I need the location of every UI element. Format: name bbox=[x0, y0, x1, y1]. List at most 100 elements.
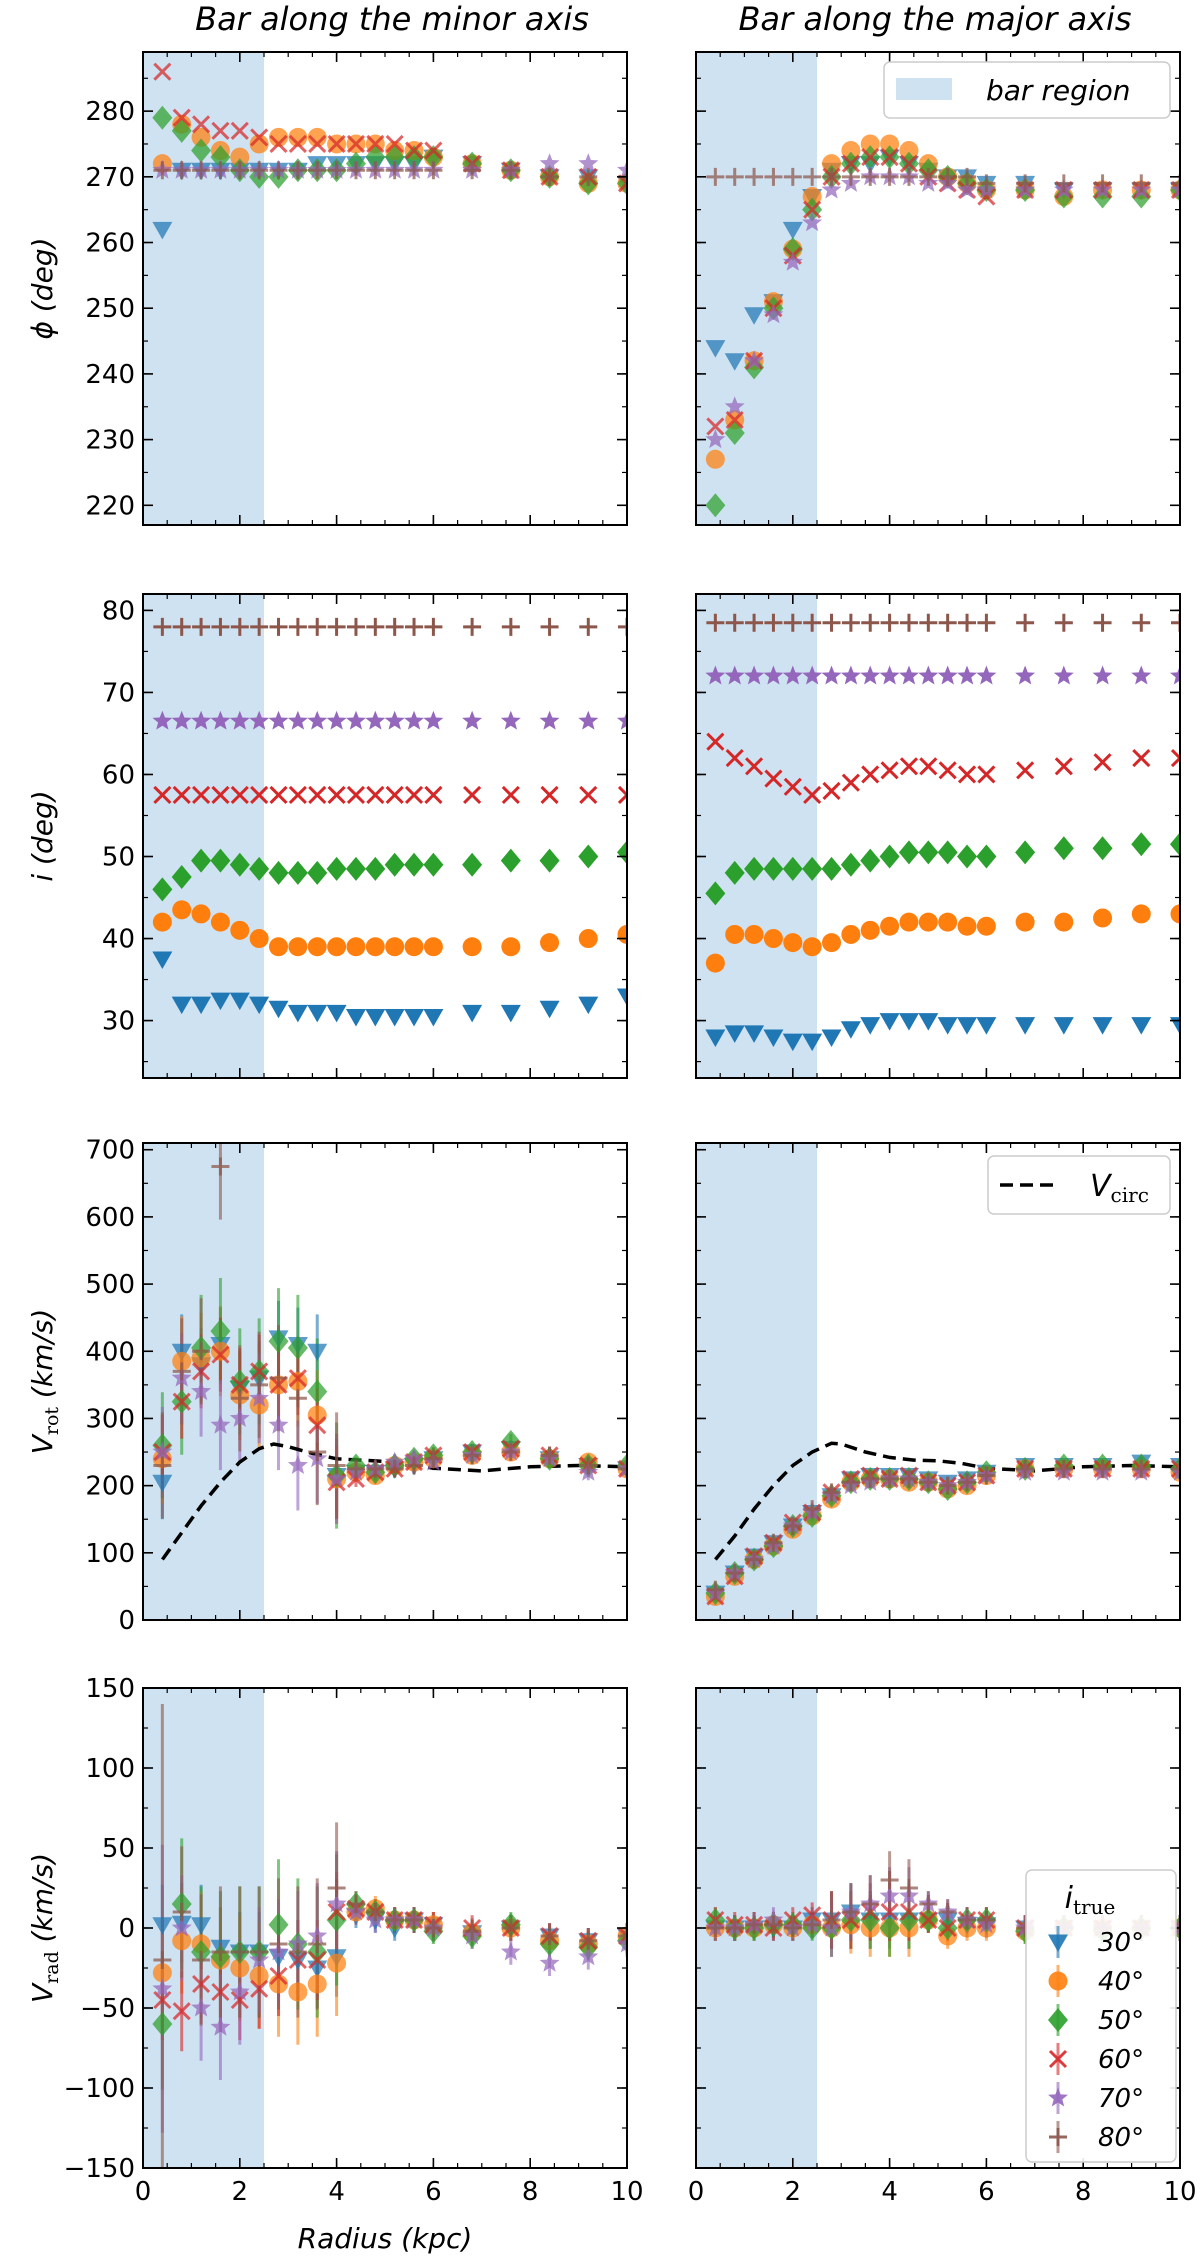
point-80deg bbox=[1054, 1459, 1073, 1478]
point-30deg bbox=[782, 1033, 803, 1052]
point-50deg bbox=[423, 852, 444, 877]
point-80deg bbox=[822, 167, 841, 186]
point-60deg bbox=[1170, 749, 1180, 768]
point-70deg bbox=[539, 710, 560, 730]
x-tick-label: 0 bbox=[688, 2177, 705, 2207]
y-tick-label: 0 bbox=[118, 1606, 135, 1636]
point-40deg bbox=[288, 127, 308, 147]
point-70deg bbox=[326, 1893, 347, 1913]
point-60deg bbox=[957, 765, 977, 784]
point-80deg bbox=[706, 1580, 725, 1599]
point-40deg bbox=[822, 933, 842, 953]
point-40deg bbox=[880, 134, 900, 154]
point-60deg bbox=[230, 785, 249, 805]
point-70deg bbox=[326, 1468, 347, 1488]
point-50deg bbox=[500, 848, 521, 873]
point-40deg bbox=[307, 1405, 327, 1425]
y-tick-label: 220 bbox=[85, 491, 135, 521]
point-70deg bbox=[879, 1885, 900, 1905]
point-60deg bbox=[230, 1375, 249, 1394]
point-60deg bbox=[1093, 753, 1112, 772]
legend-bar-region-label: bar region bbox=[986, 74, 1131, 107]
point-60deg bbox=[404, 785, 424, 805]
point-40deg bbox=[230, 920, 250, 940]
point-50deg bbox=[1053, 836, 1074, 861]
point-70deg bbox=[152, 1978, 173, 1998]
point-30deg bbox=[152, 1917, 173, 1935]
point-80deg bbox=[308, 1443, 327, 1462]
point-80deg bbox=[1132, 613, 1151, 632]
point-80deg bbox=[540, 1927, 559, 1945]
point-30deg bbox=[307, 1343, 328, 1362]
point-80deg bbox=[745, 1550, 764, 1569]
point-80deg bbox=[230, 161, 249, 180]
point-50deg bbox=[268, 860, 289, 885]
point-80deg bbox=[501, 161, 520, 180]
point-30deg bbox=[821, 1029, 842, 1047]
point-70deg bbox=[249, 1387, 270, 1407]
point-30deg bbox=[384, 1008, 405, 1027]
point-80deg bbox=[1093, 174, 1112, 193]
point-80deg bbox=[706, 1919, 725, 1937]
point-70deg bbox=[1015, 665, 1036, 685]
point-60deg bbox=[192, 1974, 211, 1994]
point-80deg bbox=[250, 617, 269, 636]
point-60deg bbox=[385, 785, 404, 805]
point-80deg bbox=[346, 1895, 365, 1913]
point-30deg bbox=[937, 1017, 958, 1035]
point-70deg bbox=[802, 665, 823, 685]
point-40deg bbox=[1093, 908, 1113, 928]
point-60deg bbox=[211, 121, 230, 140]
point-80deg bbox=[230, 617, 249, 636]
x-tick-label: 2 bbox=[785, 2177, 802, 2207]
bar-region-shade bbox=[696, 1143, 817, 1620]
point-70deg bbox=[210, 710, 231, 730]
point-70deg bbox=[840, 665, 861, 685]
point-70deg bbox=[210, 1414, 231, 1434]
point-30deg bbox=[898, 1013, 919, 1031]
legend-entry-label: 40° bbox=[1098, 1967, 1144, 1997]
y-tick-label: −100 bbox=[64, 2074, 135, 2104]
point-80deg bbox=[783, 1516, 802, 1535]
y-tick-label: 100 bbox=[85, 1539, 135, 1569]
point-80deg bbox=[230, 1389, 249, 1408]
point-80deg bbox=[1171, 1459, 1180, 1478]
panel-inc-major bbox=[695, 593, 1181, 1079]
point-70deg bbox=[268, 1414, 289, 1434]
point-80deg bbox=[463, 1446, 482, 1465]
point-80deg bbox=[153, 1951, 172, 1969]
point-50deg bbox=[879, 844, 900, 869]
point-50deg bbox=[578, 844, 599, 869]
point-60deg bbox=[346, 785, 366, 805]
point-60deg bbox=[346, 1469, 366, 1488]
point-80deg bbox=[385, 161, 404, 180]
point-60deg bbox=[1170, 1459, 1180, 1478]
point-80deg bbox=[745, 1915, 764, 1934]
point-70deg bbox=[152, 1441, 173, 1461]
point-70deg bbox=[976, 665, 997, 685]
point-80deg bbox=[405, 1456, 424, 1475]
point-80deg bbox=[153, 1456, 172, 1475]
point-80deg bbox=[958, 613, 977, 632]
y-tick-label: 50 bbox=[102, 843, 135, 873]
y-tick-label: 200 bbox=[85, 1472, 135, 1502]
point-30deg bbox=[763, 1029, 784, 1047]
point-80deg bbox=[783, 613, 802, 632]
point-30deg bbox=[326, 1004, 347, 1023]
point-80deg bbox=[424, 161, 443, 180]
point-80deg bbox=[938, 613, 957, 632]
point-70deg bbox=[821, 665, 842, 685]
point-50deg bbox=[171, 118, 192, 143]
point-30deg bbox=[782, 221, 803, 240]
point-50deg bbox=[763, 856, 784, 881]
legend-marker-60deg bbox=[1048, 2049, 1068, 2069]
point-60deg bbox=[938, 761, 957, 780]
point-30deg bbox=[268, 1000, 289, 1019]
point-80deg bbox=[958, 1911, 977, 1929]
point-40deg bbox=[725, 924, 745, 944]
legend-vcirc: Vcirc bbox=[987, 1155, 1171, 1215]
point-40deg bbox=[802, 187, 822, 207]
point-70deg bbox=[539, 153, 560, 173]
point-80deg bbox=[764, 167, 783, 186]
col-title-minor-axis: Bar along the minor axis bbox=[195, 0, 589, 38]
